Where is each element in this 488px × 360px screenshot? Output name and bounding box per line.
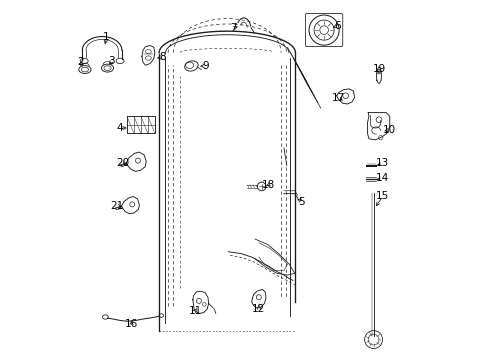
Text: 1: 1: [103, 32, 109, 41]
Text: 5: 5: [298, 197, 305, 207]
Text: 16: 16: [124, 319, 138, 329]
Text: 4: 4: [116, 123, 123, 133]
Text: 11: 11: [188, 306, 201, 316]
Text: 21: 21: [110, 201, 123, 211]
Text: 9: 9: [202, 61, 209, 71]
Text: 19: 19: [371, 64, 385, 74]
Text: 7: 7: [229, 23, 236, 33]
Text: 6: 6: [334, 21, 340, 31]
Text: 10: 10: [383, 125, 395, 135]
Text: 3: 3: [108, 56, 115, 66]
Text: 12: 12: [252, 304, 265, 314]
Text: 8: 8: [159, 52, 166, 62]
Text: 14: 14: [376, 173, 389, 183]
Text: 17: 17: [331, 93, 345, 103]
Text: 20: 20: [116, 158, 129, 168]
Text: 15: 15: [376, 191, 389, 201]
Text: 13: 13: [376, 158, 389, 168]
Text: 2: 2: [77, 57, 83, 67]
Text: 18: 18: [262, 180, 275, 190]
